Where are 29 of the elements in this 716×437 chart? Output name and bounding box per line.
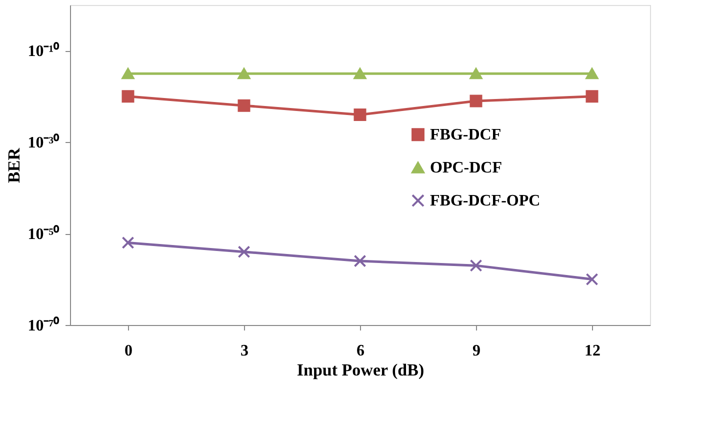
x-tick-label: 0 (124, 342, 132, 360)
point (354, 68, 366, 80)
y-tick-label: 10⁻⁷⁰ (28, 316, 60, 334)
y-tick-label: 10⁻¹⁰ (28, 42, 60, 60)
point (122, 236, 134, 249)
legend-label: FBG-DCF-OPC (430, 192, 540, 210)
x-tick-label: 3 (240, 342, 248, 360)
x-tick-label: 6 (356, 342, 364, 360)
y-axis-title: BER (4, 147, 24, 183)
legend-label: FBG-DCF (430, 126, 502, 144)
x-tick-label: 9 (472, 342, 480, 360)
point (354, 254, 366, 268)
x-axis-title: Input Power (dB) (296, 360, 424, 380)
point (470, 94, 482, 108)
legend-label: OPC-DCF (430, 160, 502, 177)
point (238, 246, 250, 258)
point (122, 68, 134, 80)
point (238, 68, 250, 80)
point (586, 273, 598, 286)
y-tick-label: 10⁻⁵⁰ (28, 225, 60, 244)
y-tick-label: 10⁻³⁰ (28, 134, 60, 152)
point (238, 99, 250, 112)
point (586, 90, 598, 103)
point (470, 259, 482, 272)
point (354, 108, 366, 121)
x-tick-label: 12 (584, 342, 600, 360)
point (470, 68, 482, 80)
point (586, 68, 598, 80)
point (122, 90, 134, 103)
